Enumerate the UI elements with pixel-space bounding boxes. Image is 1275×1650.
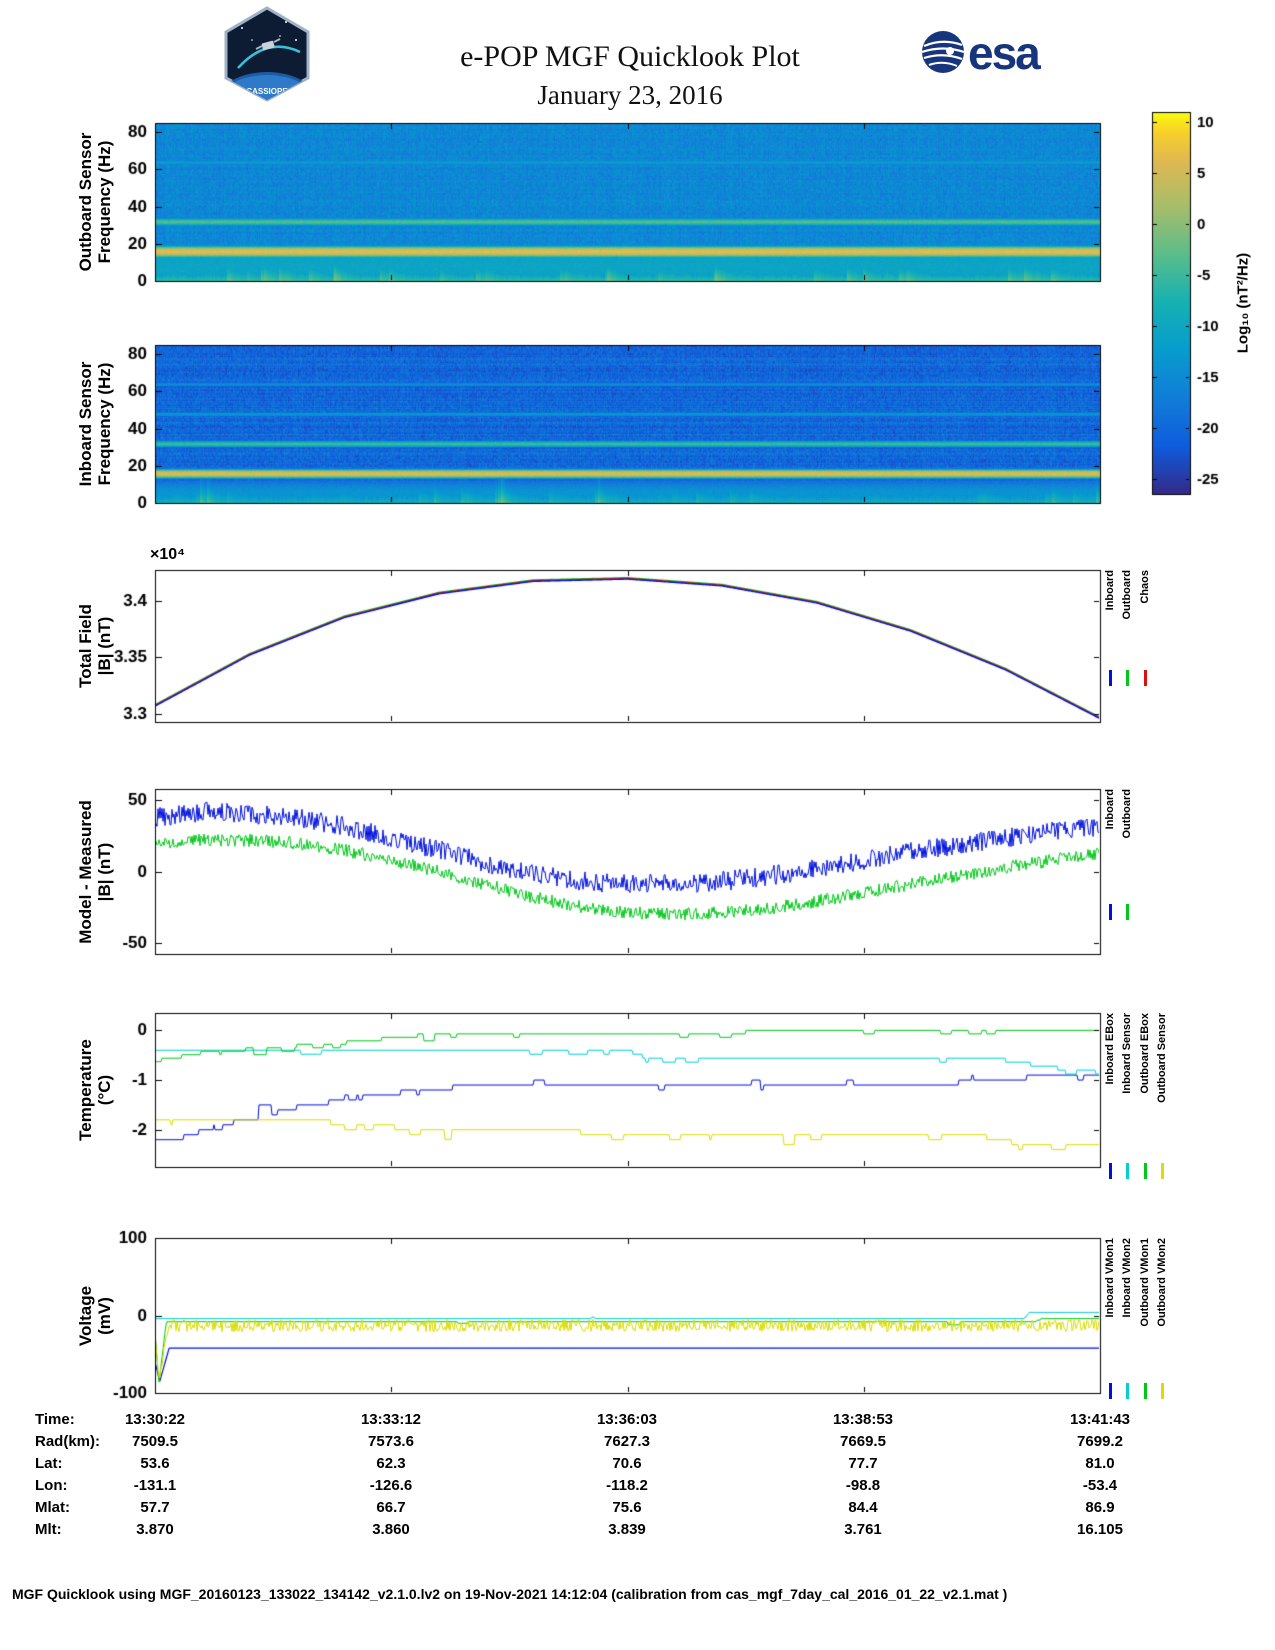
legend-model-measured: Inboard Outboard xyxy=(1104,789,1134,1024)
page-date: January 23, 2016 xyxy=(537,80,723,110)
legend-line-sample xyxy=(1143,670,1147,686)
ylabel-total-field: Total Field |B| (nT) xyxy=(76,604,114,688)
ylabel-voltage: Voltage (mV) xyxy=(76,1285,114,1347)
cassiope-mission-logo: CASSIOPE xyxy=(224,6,310,102)
legend-item: Outboard Sensor xyxy=(1156,1013,1169,1248)
legend-line-sample xyxy=(1126,1383,1130,1399)
legend-item: Inboard Sensor xyxy=(1121,1013,1134,1248)
ephemeris-row-lon: Lon: -131.1 -126.6 -118.2 -98.8 -53.4 xyxy=(35,1477,1118,1494)
legend-total-field: Inboard Outboard Chaos xyxy=(1104,570,1152,805)
legend-temperature: Inboard EBox Inboard Sensor Outboard EBo… xyxy=(1104,1013,1169,1248)
total-field-scale-label: ×10⁴ xyxy=(150,546,186,563)
ephemeris-row-mlt: Mlt: 3.870 3.860 3.839 3.761 16.105 xyxy=(35,1521,1123,1538)
esa-logo-text: esa xyxy=(968,27,1041,79)
esa-logo: esa xyxy=(921,27,1043,79)
legend-line-sample xyxy=(1126,904,1130,920)
ylabel-outboard-spectrogram: Outboard Sensor Frequency (Hz) xyxy=(76,132,114,272)
legend-line-sample xyxy=(1126,670,1130,686)
legend-item: Inboard xyxy=(1104,570,1117,805)
ephemeris-row-mlat: Mlat: 57.7 66.7 75.6 84.4 86.9 xyxy=(35,1499,1115,1516)
esa-emblem xyxy=(921,31,965,73)
legend-line-sample xyxy=(1161,1383,1165,1399)
footer-processing-info: MGF Quicklook using MGF_20160123_133022_… xyxy=(12,1586,1008,1602)
legend-line-sample xyxy=(1143,1383,1147,1399)
legend-item: Inboard xyxy=(1104,789,1117,1024)
legend-line-sample xyxy=(1109,1163,1112,1179)
ylabel-inboard-spectrogram: Inboard Sensor Frequency (Hz) xyxy=(76,361,114,487)
legend-line-sample xyxy=(1109,1383,1112,1399)
ylabel-model-measured: Model - Measured |B| (nT) xyxy=(76,800,114,944)
satellite-icon xyxy=(255,38,281,51)
ylabel-temperature: Temperature (°C) xyxy=(76,1039,114,1141)
ephemeris-row-rad: Rad(km): 7509.5 7573.6 7627.3 7669.5 769… xyxy=(35,1433,1123,1450)
legend-item: Outboard xyxy=(1121,570,1134,805)
legend-item: Inboard VMon1 xyxy=(1104,1238,1117,1473)
mission-logo-text: CASSIOPE xyxy=(246,87,288,96)
legend-item: Outboard VMon1 xyxy=(1139,1238,1152,1473)
legend-line-sample xyxy=(1143,1163,1147,1179)
ephemeris-row-lat: Lat: 53.6 62.3 70.6 77.7 81.0 xyxy=(35,1455,1115,1472)
legend-item: Outboard EBox xyxy=(1139,1013,1152,1248)
legend-item: Outboard xyxy=(1121,789,1134,1024)
legend-item: Chaos xyxy=(1139,570,1152,805)
legend-line-sample xyxy=(1126,1163,1130,1179)
legend-line-sample xyxy=(1161,1163,1165,1179)
legend-voltage: Inboard VMon1 Inboard VMon2 Outboard VMo… xyxy=(1104,1238,1169,1473)
legend-item: Outboard VMon2 xyxy=(1156,1238,1169,1473)
colorbar-label: Log₁₀ (nT²/Hz) xyxy=(1234,252,1252,354)
ephemeris-row-time: Time: 13:30:22 13:33:12 13:36:03 13:38:5… xyxy=(35,1411,1131,1428)
page-title: e-POP MGF Quicklook Plot xyxy=(460,40,800,73)
legend-line-sample xyxy=(1109,670,1112,686)
legend-item: Inboard VMon2 xyxy=(1121,1238,1134,1473)
legend-line-sample xyxy=(1109,904,1112,920)
legend-item: Inboard EBox xyxy=(1104,1013,1117,1248)
